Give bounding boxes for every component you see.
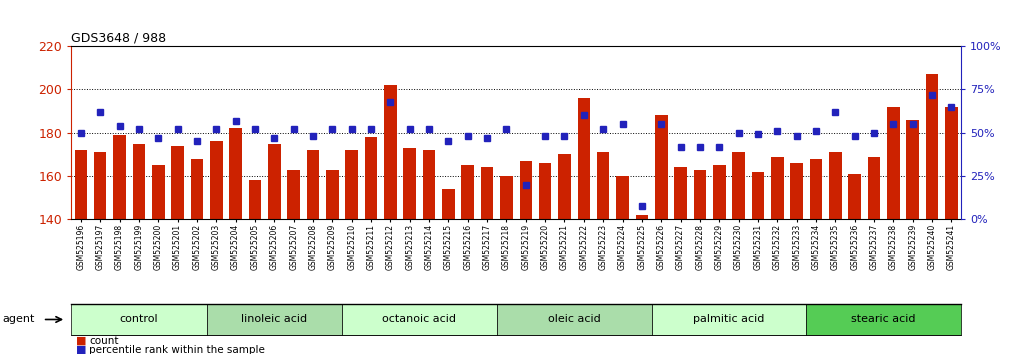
Bar [190,159,203,219]
Bar [71,304,206,335]
Text: palmitic acid: palmitic acid [694,314,765,325]
Bar [520,161,532,219]
Bar [945,107,958,219]
Bar [500,176,513,219]
Text: percentile rank within the sample: percentile rank within the sample [89,345,265,354]
Bar [558,154,571,219]
Bar [288,170,300,219]
Bar [790,163,802,219]
Bar [423,150,435,219]
Bar [752,172,764,219]
Text: ■: ■ [76,345,86,354]
Bar [384,85,397,219]
Bar [210,141,223,219]
Bar [810,159,823,219]
Bar [925,74,939,219]
Bar [206,304,342,335]
Bar [442,189,455,219]
Bar [404,148,416,219]
Bar [616,176,629,219]
Bar [829,152,842,219]
Bar [462,165,474,219]
Text: control: control [120,314,159,325]
Text: stearic acid: stearic acid [851,314,916,325]
Bar [694,170,706,219]
Bar [713,165,725,219]
Bar [636,215,648,219]
Bar [887,107,900,219]
Bar [346,150,358,219]
Bar [365,137,377,219]
Bar [868,156,881,219]
Text: oleic acid: oleic acid [548,314,600,325]
Bar [307,150,319,219]
Bar [481,167,493,219]
Bar [652,304,806,335]
Text: count: count [89,336,119,346]
Bar [496,304,652,335]
Bar [74,150,87,219]
Text: GDS3648 / 988: GDS3648 / 988 [71,31,167,44]
Bar [230,129,242,219]
Text: linoleic acid: linoleic acid [241,314,307,325]
Bar [113,135,126,219]
Bar [539,163,551,219]
Bar [268,144,281,219]
Bar [597,152,609,219]
Bar [342,304,496,335]
Bar [152,165,165,219]
Text: agent: agent [2,314,35,325]
Bar [655,115,667,219]
Bar [326,170,339,219]
Bar [771,156,783,219]
Bar [732,152,744,219]
Text: ■: ■ [76,336,86,346]
Bar [674,167,686,219]
Bar [171,146,184,219]
Bar [132,144,145,219]
Bar [94,152,107,219]
Bar [578,98,590,219]
Bar [806,304,961,335]
Bar [906,120,919,219]
Bar [848,174,861,219]
Bar [249,181,261,219]
Text: octanoic acid: octanoic acid [382,314,457,325]
